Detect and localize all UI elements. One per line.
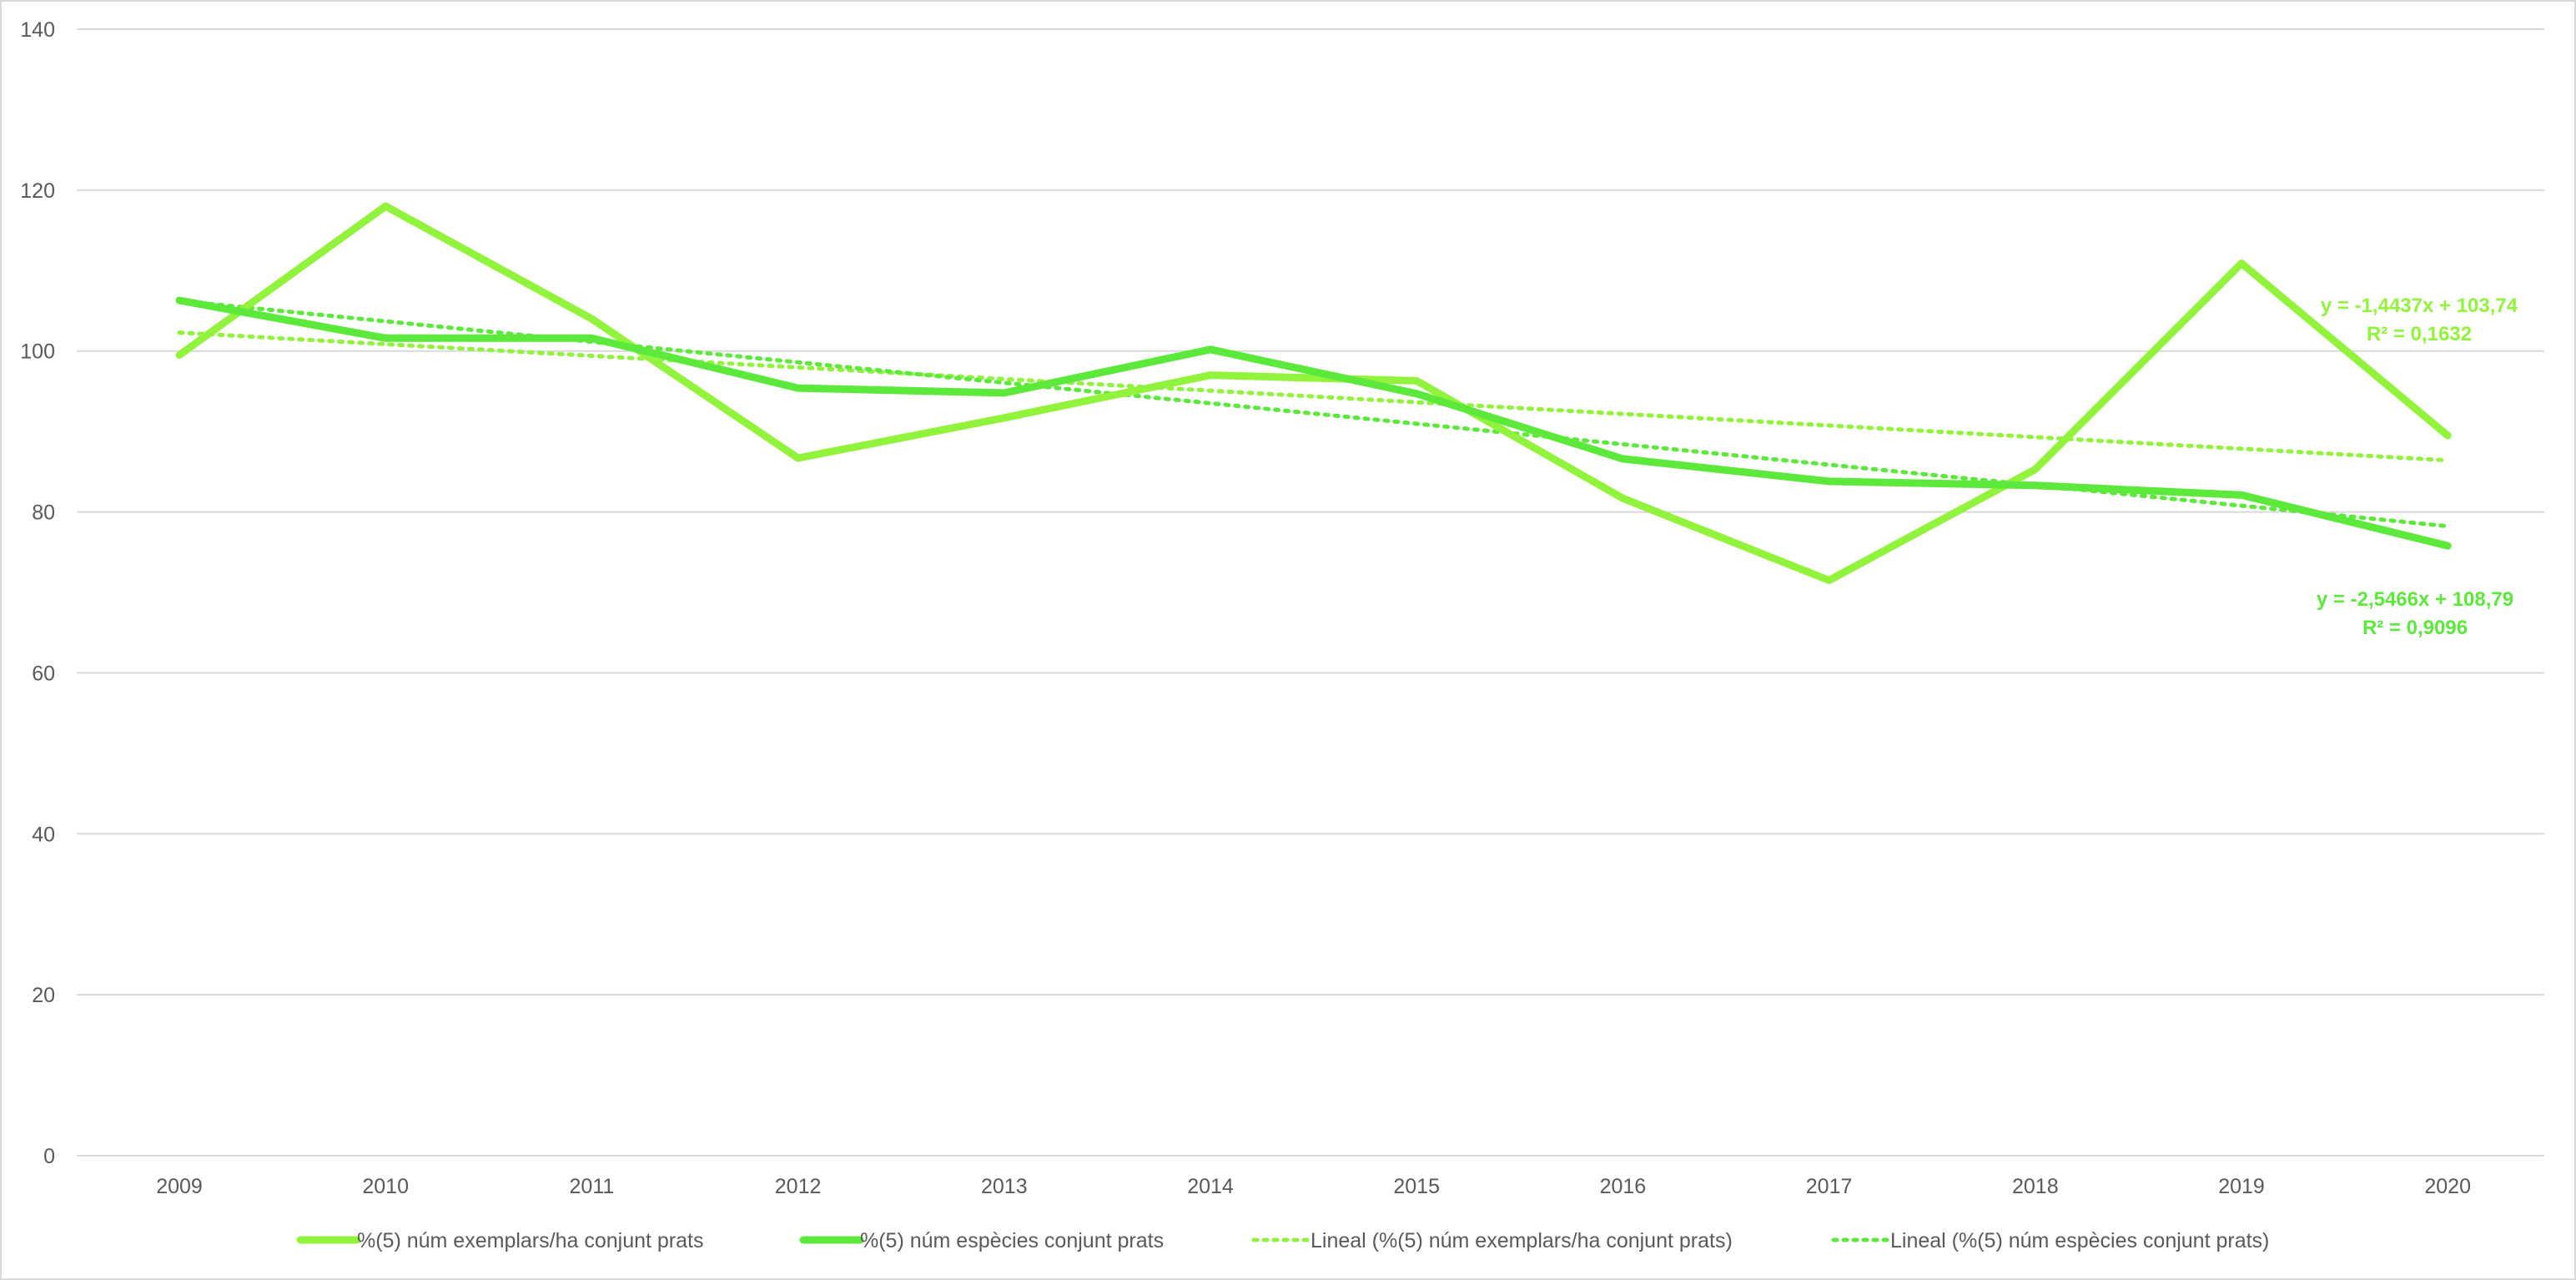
legend-item-3: Lineal (%(5) núm espècies conjunt prats) — [1831, 1229, 2269, 1252]
y-tick-label: 140 — [20, 18, 55, 42]
x-tick-label: 2011 — [570, 1175, 615, 1198]
x-tick-label: 2016 — [1600, 1175, 1647, 1198]
trend-equations: y = -1,4437x + 103,74 R² = 0,1632 y = -2,5… — [2317, 295, 2518, 639]
x-tick-label: 2019 — [2218, 1175, 2265, 1198]
series-line-0 — [175, 202, 2452, 584]
x-tick-label: 2017 — [1806, 1175, 1853, 1198]
y-tick-label: 100 — [20, 340, 55, 364]
y-tick-label: 0 — [43, 1145, 55, 1168]
x-tick-label: 2014 — [1187, 1175, 1234, 1198]
series-line-1 — [175, 296, 2452, 550]
y-axis-ticks: 0 20 40 60 80 100 120 140 — [20, 18, 55, 1168]
x-tick-label: 2010 — [362, 1175, 409, 1198]
trend-r-squared: R² = 0,9096 — [2362, 617, 2468, 639]
legend-label: Lineal (%(5) núm exemplars/ha conjunt pr… — [1311, 1229, 1733, 1252]
legend: %(5) núm exemplars/ha conjunt prats %(5) … — [296, 1229, 2269, 1252]
legend-item-1: %(5) núm espècies conjunt prats — [799, 1229, 1164, 1252]
x-tick-label: 2018 — [2012, 1175, 2059, 1198]
x-tick-label: 2015 — [1393, 1175, 1440, 1198]
trend-equation: y = -1,4437x + 103,74 — [2321, 295, 2518, 317]
x-tick-label: 2009 — [156, 1175, 203, 1198]
x-axis-ticks: 2009 2010 2011 2012 2013 2014 2015 2016 2017 2018… — [156, 1175, 2471, 1198]
x-tick-label: 2020 — [2424, 1175, 2471, 1198]
legend-label: %(5) núm espècies conjunt prats — [860, 1229, 1164, 1252]
x-tick-label: 2012 — [775, 1175, 822, 1198]
trend-equation: y = -2,5466x + 108,79 — [2317, 588, 2513, 611]
legend-item-0: %(5) núm exemplars/ha conjunt prats — [296, 1229, 703, 1252]
y-tick-label: 40 — [32, 823, 55, 846]
x-tick-label: 2013 — [981, 1175, 1028, 1198]
y-tick-label: 60 — [32, 662, 55, 685]
trend-r-squared: R² = 0,1632 — [2367, 323, 2472, 345]
legend-item-2: Lineal (%(5) núm exemplars/ha conjunt pr… — [1251, 1229, 1733, 1252]
y-tick-label: 20 — [32, 984, 55, 1007]
legend-label: %(5) núm exemplars/ha conjunt prats — [357, 1229, 703, 1252]
gridlines — [77, 28, 2544, 1157]
legend-label: Lineal (%(5) núm espècies conjunt prats) — [1890, 1229, 2269, 1252]
data-series — [175, 202, 2452, 584]
y-tick-label: 80 — [32, 501, 55, 525]
y-tick-label: 120 — [20, 179, 55, 203]
